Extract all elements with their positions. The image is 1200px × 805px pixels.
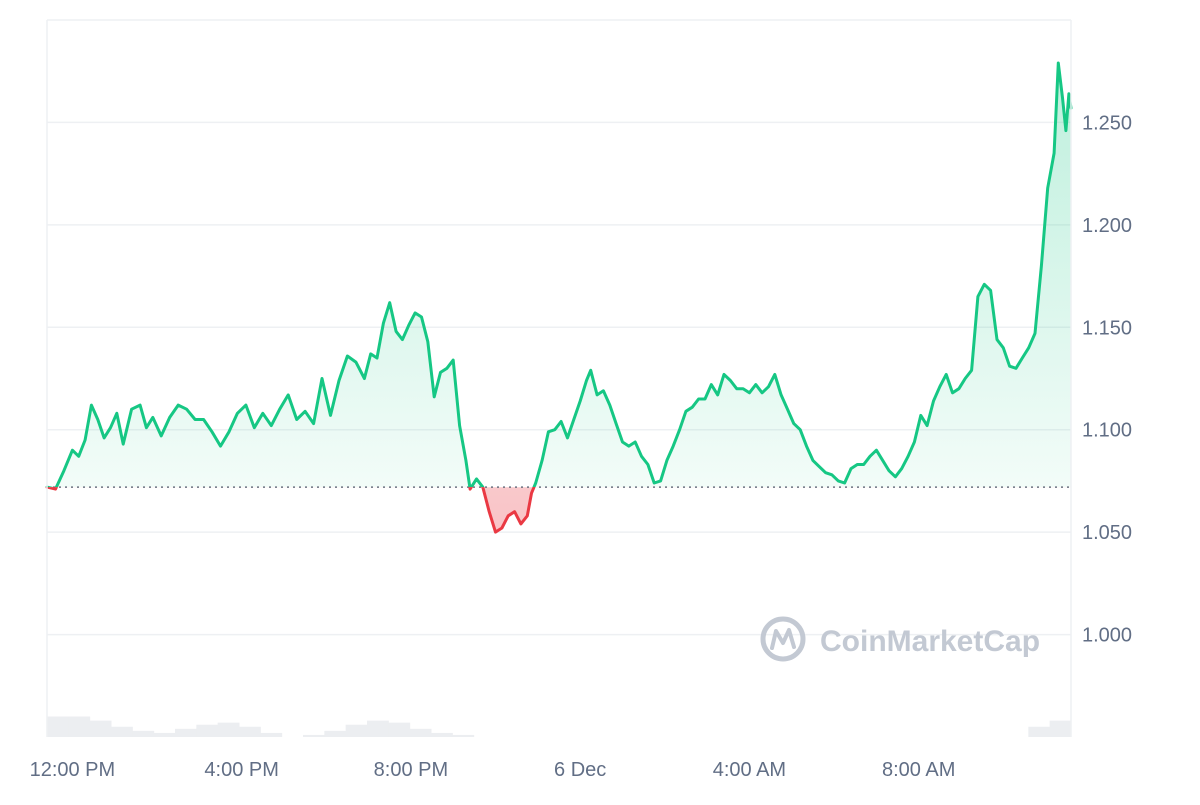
y-tick-label: 1.200	[1082, 215, 1132, 237]
y-tick-label: 1.250	[1082, 112, 1132, 134]
volume-bar	[303, 734, 325, 737]
volume-bar	[89, 720, 112, 737]
watermark-text: CoinMarketCap	[820, 625, 1040, 658]
price-line[interactable]	[45, 61, 1073, 534]
y-tick-label: 1.000	[1082, 625, 1132, 647]
volume-bar	[260, 732, 283, 737]
volume-bar	[239, 726, 261, 737]
volume-bar	[111, 726, 133, 737]
volume-bars	[47, 716, 1072, 737]
volume-bar	[1049, 720, 1072, 737]
volume-bar	[47, 716, 69, 737]
volume-bar	[367, 720, 389, 737]
price-area-fill	[47, 63, 1071, 533]
watermark: CoinMarketCap	[760, 616, 1040, 662]
x-tick-label: 8:00 PM	[374, 759, 448, 781]
volume-bar	[409, 728, 432, 737]
volume-bar	[388, 722, 411, 737]
volume-bar	[132, 730, 155, 737]
volume-bar	[324, 730, 347, 737]
price-line-up[interactable]	[45, 61, 1073, 532]
x-tick-label: 8:00 AM	[882, 759, 955, 781]
y-tick-label: 1.050	[1082, 522, 1132, 544]
volume-bar	[345, 724, 368, 737]
volume-bar	[153, 732, 176, 737]
y-tick-label: 1.150	[1082, 317, 1132, 339]
y-axis: 1.000 1.050 1.100 1.150 1.200 1.250	[1082, 112, 1132, 646]
x-tick-label: 4:00 AM	[713, 759, 786, 781]
coinmarketcap-logo-icon	[760, 616, 806, 662]
x-tick-label: 6 Dec	[554, 759, 606, 781]
volume-bar	[431, 732, 453, 737]
volume-bar	[217, 722, 240, 737]
x-tick-label: 12:00 PM	[30, 759, 116, 781]
volume-bar	[196, 724, 219, 737]
volume-bar	[175, 728, 197, 737]
grid-lines	[47, 121, 1071, 636]
x-axis: 12:00 PM 4:00 PM 8:00 PM 6 Dec 4:00 AM 8:00 A…	[30, 759, 956, 781]
volume-bar	[68, 716, 91, 737]
chart-frame	[46, 19, 1072, 737]
volume-bar	[452, 734, 475, 737]
volume-bar	[1028, 726, 1051, 737]
area-fill-up	[56, 63, 1071, 488]
y-tick-label: 1.100	[1082, 420, 1132, 442]
x-tick-label: 4:00 PM	[204, 759, 278, 781]
